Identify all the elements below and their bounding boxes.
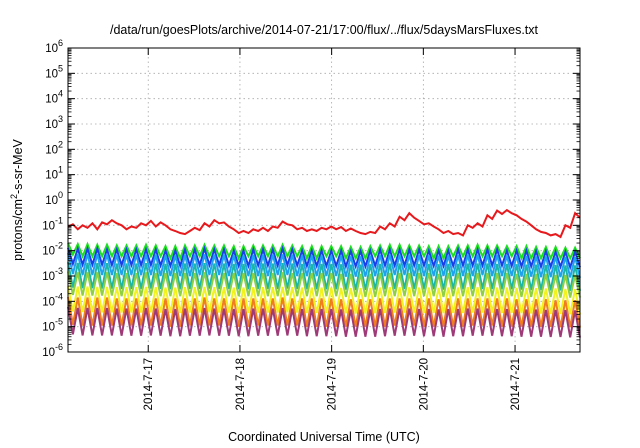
y-tick-base: 10: [45, 94, 58, 106]
y-tick-exponent: 5: [58, 63, 63, 73]
x-axis-label: Coordinated Universal Time (UTC): [228, 430, 420, 444]
y-tick-base: 10: [42, 220, 55, 232]
x-tick-label: 2014-7-20: [418, 358, 430, 410]
x-tick-label: 2014-7-21: [510, 358, 522, 410]
y-tick-base: 10: [42, 347, 55, 359]
y-tick-exponent: -3: [55, 266, 63, 276]
y-tick-exponent: 6: [58, 38, 63, 48]
series-line-3: [67, 245, 581, 271]
y-tick-exponent: 0: [58, 190, 63, 200]
y-tick-label: 10-4: [42, 291, 63, 308]
y-tick-exponent: -1: [55, 215, 63, 225]
series-line-5: [67, 262, 581, 291]
y-axis: 10-610-510-410-310-210-11001011021031041…: [42, 38, 580, 359]
y-tick-label: 102: [45, 139, 63, 156]
x-tick-label: 2014-7-17: [143, 358, 155, 410]
y-tick-base: 10: [45, 144, 58, 156]
y-tick-exponent: 4: [58, 89, 63, 99]
y-tick-exponent: 2: [58, 139, 63, 149]
x-axis: 2014-7-17 2014-7-18 2014-7-19 2014-7-20 2014…: [143, 48, 522, 410]
y-tick-label: 105: [45, 63, 63, 80]
y-tick-exponent: -6: [55, 342, 63, 352]
y-tick-label: 101: [45, 165, 63, 182]
y-tick-exponent: -5: [55, 317, 63, 327]
y-tick-label: 10-1: [42, 215, 63, 232]
y-tick-base: 10: [45, 68, 58, 80]
x-tick-label: 2014-7-18: [235, 358, 247, 410]
y-tick-label: 10-5: [42, 317, 63, 334]
series-line-7: [67, 285, 581, 315]
y-tick-base: 10: [42, 246, 55, 258]
y-tick-exponent: -4: [55, 291, 63, 301]
y-tick-base: 10: [45, 170, 58, 182]
y-tick-base: 10: [45, 119, 58, 131]
series-line-9: [67, 306, 581, 338]
series-line-8: [67, 296, 581, 328]
series-line-4: [67, 252, 581, 279]
y-tick-base: 10: [42, 296, 55, 308]
y-tick-label: 10-3: [42, 266, 63, 283]
y-tick-base: 10: [42, 322, 55, 334]
y-tick-label: 100: [45, 190, 63, 207]
y-tick-base: 10: [45, 195, 58, 207]
y-tick-base: 10: [42, 271, 55, 283]
y-tick-exponent: 3: [58, 114, 63, 124]
y-tick-base: 10: [45, 43, 58, 55]
series-layer: [67, 208, 581, 338]
y-tick-label: 10-2: [42, 241, 63, 258]
y-tick-label: 104: [45, 89, 63, 106]
y-tick-label: 106: [45, 38, 63, 55]
y-tick-exponent: 1: [58, 165, 63, 175]
y-tick-exponent: -2: [55, 241, 63, 251]
x-tick-label: 2014-7-19: [327, 358, 339, 410]
series-line-1: [67, 208, 581, 239]
y-tick-label: 103: [45, 114, 63, 131]
series-line-2: [67, 241, 581, 262]
y-axis-label: protons/cm2-s-sr-MeV: [9, 138, 25, 260]
series-line-6: [67, 271, 581, 298]
chart-title: /data/run/goesPlots/archive/2014-07-21/1…: [110, 23, 539, 37]
y-tick-label: 10-6: [42, 342, 63, 359]
